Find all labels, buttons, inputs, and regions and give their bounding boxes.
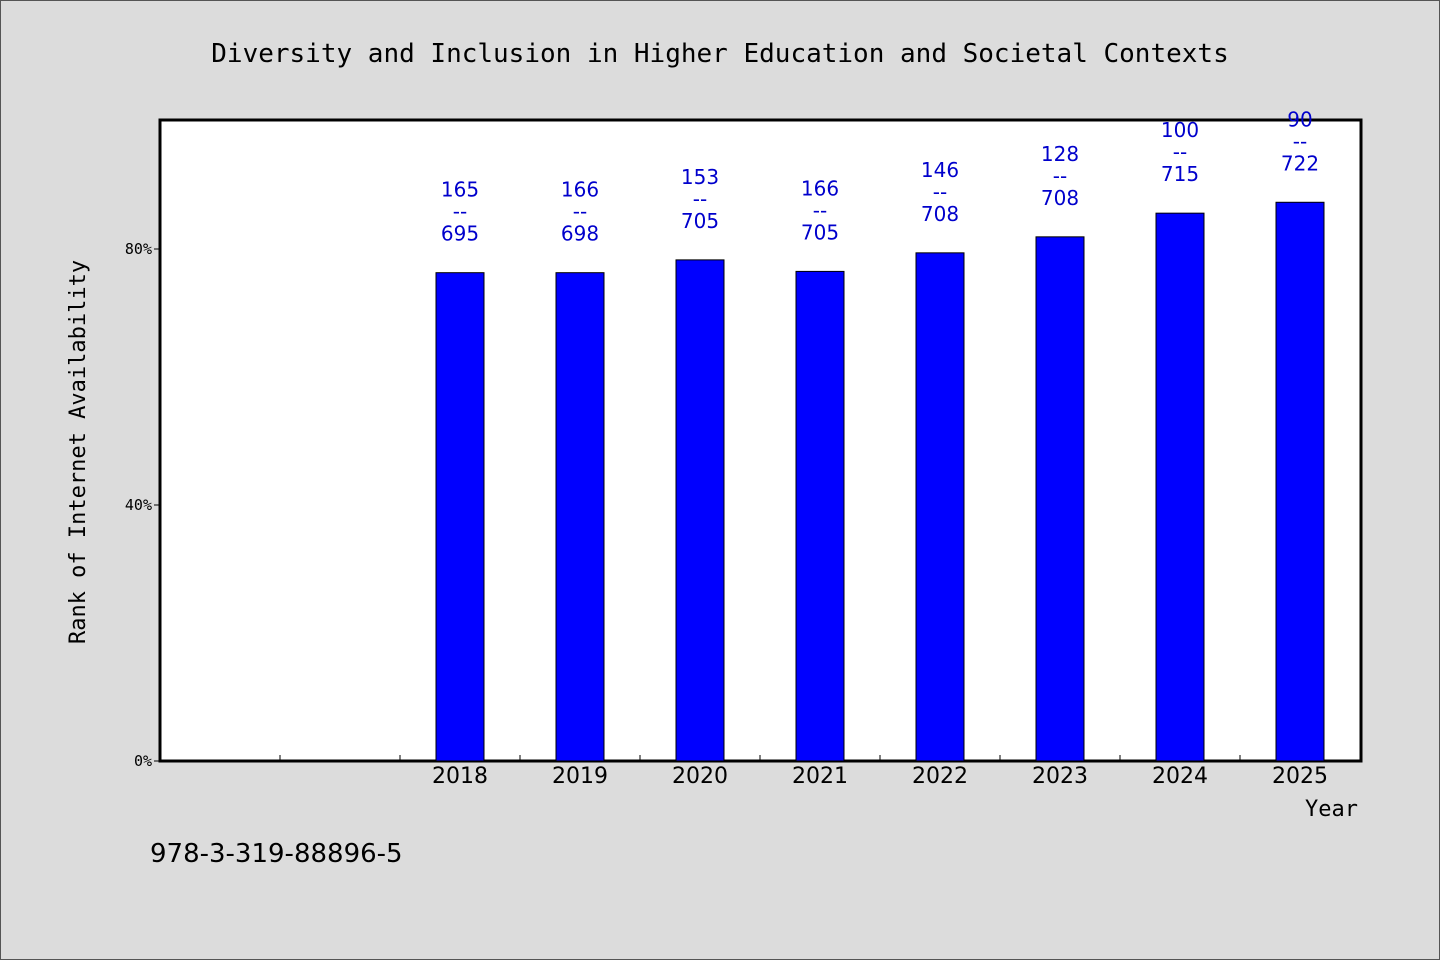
bar-data-label: 695 <box>441 222 479 246</box>
y-tick-label: 0% <box>134 752 152 770</box>
bar-data-label: 166 <box>561 178 599 202</box>
bar-data-label: 705 <box>801 220 839 244</box>
bar <box>555 272 605 762</box>
axis-ticks: 0% 40% 80% <box>125 240 1241 770</box>
bar-data-label: -- <box>693 187 707 211</box>
bar-data-label: 722 <box>1281 151 1319 175</box>
bar-data-label: 128 <box>1041 142 1079 166</box>
bar <box>435 272 485 762</box>
bar <box>675 259 725 762</box>
bar-data-label: -- <box>933 180 947 204</box>
x-tick-label: 2024 <box>1152 764 1208 789</box>
bar-data-label: 146 <box>921 158 959 182</box>
isbn-text: 978-3-319-88896-5 <box>150 839 403 869</box>
x-axis-label: Year <box>1305 797 1358 822</box>
bar-data-label: 165 <box>441 178 479 202</box>
x-tick-label: 2018 <box>432 764 488 789</box>
bar-data-label: 708 <box>1041 186 1079 210</box>
bar-data-label: -- <box>813 198 827 222</box>
bar <box>795 270 845 762</box>
bar-data-label: 698 <box>561 222 599 246</box>
bar-labels: 2018165--6952019166--6982020153--7052021… <box>432 107 1328 789</box>
bar-data-label: 166 <box>801 176 839 200</box>
x-tick-label: 2025 <box>1272 764 1328 789</box>
x-tick-label: 2022 <box>912 764 968 789</box>
y-tick-label: 40% <box>125 496 152 514</box>
bar-data-label: -- <box>453 200 467 224</box>
chart-title: Diversity and Inclusion in Higher Educat… <box>211 39 1228 69</box>
bar-data-label: -- <box>1053 164 1067 188</box>
y-tick-label: 80% <box>125 240 152 258</box>
bar-data-label: 705 <box>681 209 719 233</box>
bar-data-label: -- <box>573 200 587 224</box>
x-tick-label: 2021 <box>792 764 848 789</box>
bar-data-label: 708 <box>921 202 959 226</box>
x-tick-label: 2020 <box>672 764 728 789</box>
bar-data-label: 100 <box>1161 118 1199 142</box>
x-tick-label: 2019 <box>552 764 608 789</box>
bar-data-label: 153 <box>681 165 719 189</box>
bar <box>1155 212 1205 762</box>
bars <box>435 201 1325 762</box>
y-axis-label: Rank of Internet Availability <box>66 260 91 644</box>
bar <box>1035 236 1085 762</box>
x-tick-label: 2023 <box>1032 764 1088 789</box>
bar-data-label: -- <box>1293 129 1307 153</box>
bar-data-label: -- <box>1173 140 1187 164</box>
bar-data-label: 90 <box>1287 107 1312 131</box>
bar <box>915 252 965 762</box>
bar-data-label: 715 <box>1161 162 1199 186</box>
bar <box>1275 201 1325 762</box>
